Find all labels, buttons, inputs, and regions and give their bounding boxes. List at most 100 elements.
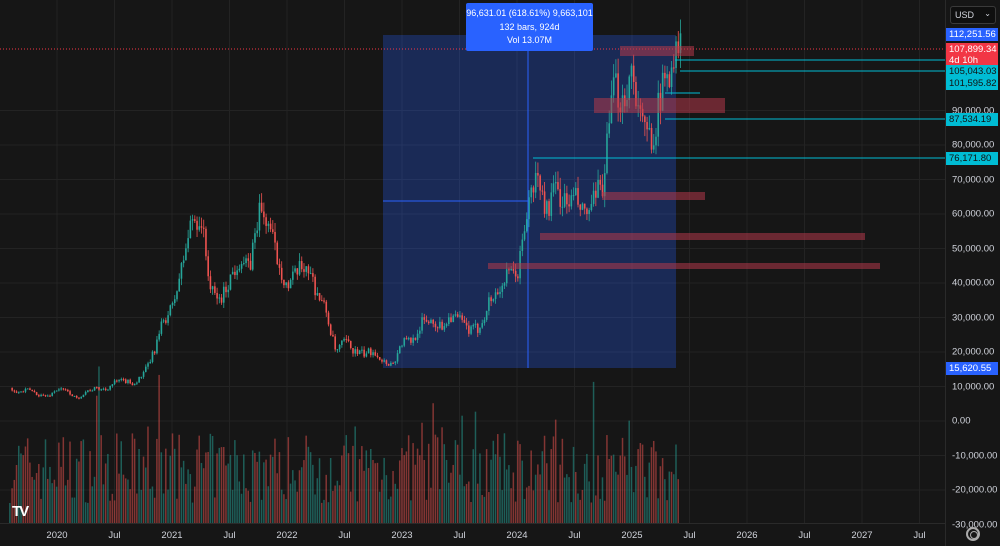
candle-body bbox=[650, 127, 653, 150]
candle-body bbox=[60, 388, 62, 390]
candle-body bbox=[479, 327, 481, 333]
volume-bar bbox=[392, 470, 394, 523]
volume-bar bbox=[214, 497, 216, 523]
candle-body bbox=[111, 384, 114, 386]
volume-bar bbox=[240, 493, 243, 523]
candle-body bbox=[541, 190, 544, 192]
candle-body bbox=[525, 219, 528, 232]
x-tick-label: 2023 bbox=[391, 530, 413, 541]
candle-body bbox=[240, 264, 243, 269]
candle-body bbox=[127, 379, 129, 384]
candle-body bbox=[260, 202, 263, 212]
volume-bar bbox=[283, 494, 285, 523]
volume-bar bbox=[151, 486, 154, 523]
candle-body bbox=[601, 184, 604, 197]
volume-bar bbox=[18, 445, 20, 523]
volume-bar bbox=[40, 498, 42, 523]
volume-bar bbox=[534, 474, 537, 523]
volume-bar bbox=[209, 433, 212, 523]
volume-bar bbox=[537, 464, 539, 523]
x-tick-label: Jul bbox=[683, 530, 696, 541]
volume-bar bbox=[51, 483, 53, 523]
tradingview-logo[interactable]: TV bbox=[12, 503, 29, 520]
candle-body bbox=[554, 182, 557, 184]
level-badge-1: 105,043.03 bbox=[946, 65, 998, 78]
candle-body bbox=[456, 314, 459, 317]
volume-bar bbox=[13, 479, 16, 523]
candle-body bbox=[211, 286, 214, 290]
volume-bar bbox=[416, 448, 419, 523]
volume-bar bbox=[20, 453, 22, 523]
current-price-badge: 107,899.34 bbox=[946, 43, 998, 56]
volume-bar bbox=[343, 445, 345, 523]
volume-bar bbox=[251, 450, 254, 523]
volume-bar bbox=[378, 491, 381, 523]
volume-bar bbox=[568, 477, 570, 523]
volume-bar bbox=[387, 499, 390, 523]
candle-body bbox=[176, 291, 178, 300]
volume-bar bbox=[459, 474, 461, 523]
volume-bar bbox=[661, 458, 664, 523]
candle-body bbox=[258, 202, 261, 231]
candle-body bbox=[577, 188, 579, 205]
settings-gear-icon[interactable] bbox=[966, 527, 980, 541]
candle-body bbox=[182, 260, 185, 264]
volume-bar bbox=[234, 440, 236, 523]
volume-bar bbox=[332, 490, 334, 523]
candle-body bbox=[630, 65, 633, 77]
candle-body bbox=[514, 270, 517, 277]
candle-body bbox=[378, 357, 381, 360]
candle-body bbox=[33, 390, 36, 393]
candle-body bbox=[390, 362, 392, 366]
candle-body bbox=[490, 297, 492, 302]
candle-body bbox=[251, 242, 254, 270]
volume-bar bbox=[385, 475, 388, 523]
candle-body bbox=[254, 233, 256, 243]
volume-bar bbox=[80, 441, 82, 523]
volume-bar bbox=[133, 438, 136, 523]
volume-bar bbox=[182, 460, 185, 523]
candle-body bbox=[140, 376, 143, 378]
volume-bar bbox=[443, 444, 446, 523]
x-tick-label: Jul bbox=[223, 530, 236, 541]
price-axis[interactable] bbox=[945, 0, 1000, 546]
volume-bar bbox=[452, 464, 454, 523]
currency-value: USD bbox=[955, 10, 975, 20]
price-chart[interactable] bbox=[0, 0, 945, 523]
volume-bar bbox=[465, 483, 468, 523]
candle-body bbox=[116, 380, 118, 382]
candle-body bbox=[356, 349, 359, 354]
candle-body bbox=[249, 260, 252, 270]
volume-bar bbox=[550, 449, 552, 523]
volume-bar bbox=[338, 485, 341, 523]
high-badge: 112,251.56 bbox=[946, 28, 998, 41]
x-tick-label: 2020 bbox=[46, 530, 68, 541]
candle-body bbox=[55, 390, 58, 392]
candle-body bbox=[142, 371, 145, 377]
volume-bar bbox=[494, 454, 497, 523]
supply-zone bbox=[488, 263, 880, 269]
candle-body bbox=[488, 297, 490, 311]
volume-bar bbox=[390, 496, 392, 523]
candle-body bbox=[222, 286, 225, 303]
volume-bar bbox=[632, 492, 635, 523]
volume-bar bbox=[211, 435, 214, 523]
candle-body bbox=[20, 391, 22, 393]
volume-bar bbox=[439, 489, 441, 523]
candle-body bbox=[216, 292, 218, 299]
candle-body bbox=[635, 81, 637, 107]
candle-body bbox=[534, 172, 537, 193]
candle-body bbox=[93, 387, 96, 391]
y-tick-label: 90,000.00 bbox=[952, 105, 995, 116]
candle-body bbox=[608, 123, 611, 134]
volume-bar bbox=[93, 476, 96, 523]
currency-select[interactable]: USD ⌄ bbox=[950, 6, 996, 24]
volume-bar bbox=[323, 499, 325, 523]
time-axis[interactable] bbox=[0, 523, 945, 546]
candle-body bbox=[372, 352, 374, 356]
volume-bar bbox=[512, 472, 515, 523]
candle-body bbox=[465, 322, 468, 326]
volume-bar bbox=[552, 436, 555, 523]
volume-bar bbox=[269, 454, 272, 523]
candle-body bbox=[247, 258, 250, 261]
